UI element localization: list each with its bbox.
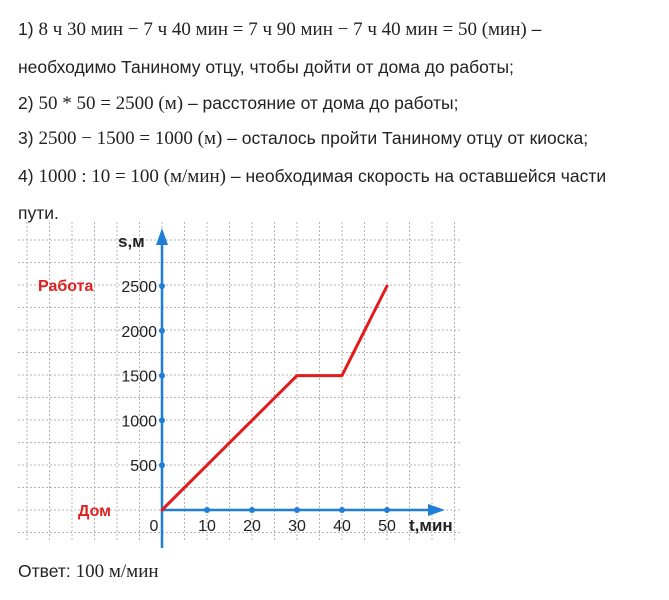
x-tick-dot [384, 507, 390, 513]
annotation-work: Работа [38, 278, 93, 295]
step-1-expression: 8 ч 30 мин − 7 ч 40 мин = 7 ч 90 мин − 7… [38, 19, 527, 40]
x-tick-label: 20 [243, 518, 261, 535]
step-1: 1) 8 ч 30 мин − 7 ч 40 мин = 7 ч 90 мин … [18, 19, 541, 40]
y-tick-dot [159, 462, 165, 469]
x-tick-label: 10 [198, 518, 216, 535]
distance-series-line [160, 284, 389, 512]
step-3: 3) 2500 − 1500 = 1000 (м) – осталось про… [18, 128, 588, 149]
answer-line: Ответ: 100 м/мин [18, 561, 159, 582]
y-axis-arrow [156, 228, 168, 245]
x-tick-label: 30 [288, 518, 306, 535]
step-3-prefix: 3) [18, 128, 39, 148]
y-tick-label: 2000 [121, 324, 157, 341]
step-2-prefix: 2) [18, 93, 39, 113]
x-axis-arrow [428, 504, 445, 516]
step-3-expression: 2500 − 1500 = 1000 (м) [38, 128, 223, 149]
step-4: 4) 1000 : 10 = 100 (м/мин) – необходимая… [18, 166, 606, 187]
answer-label: Ответ: [18, 561, 76, 581]
y-tick-label: 1000 [121, 413, 157, 430]
step-4-tail: – необходимая скорость на оставшейся час… [226, 166, 607, 186]
step-3-tail: – осталось пройти Таниному отцу от киоск… [222, 128, 589, 148]
step-4-expression: 1000 : 10 = 100 (м/мин) [38, 166, 226, 187]
x-tick-dot [204, 507, 210, 513]
y-tick-dot [159, 283, 165, 289]
x-tick-dot [339, 507, 345, 513]
y-tick-label: 1500 [121, 369, 157, 386]
step-4-continuation: пути. [18, 203, 59, 223]
step-4-prefix: 4) [18, 166, 39, 186]
step-1-continuation: необходимо Таниному отцу, чтобы дойти от… [18, 57, 514, 77]
y-axis-title: s,м [118, 232, 145, 251]
annotation-home: Дом [78, 503, 111, 520]
x-tick-label: 0 [150, 518, 159, 535]
step-1-tail: – [526, 19, 542, 39]
x-tick-dot [249, 507, 255, 513]
x-tick-label: 50 [378, 518, 396, 535]
step-2-tail: – расстояние от дома до работы; [183, 93, 459, 113]
y-tick-label: 500 [130, 458, 157, 475]
y-tick-label: 2500 [121, 279, 157, 296]
y-tick-dot [159, 417, 165, 424]
answer-value: 100 м/мин [75, 561, 159, 582]
step-2: 2) 50 * 50 = 2500 (м) – расстояние от до… [18, 93, 458, 114]
x-tick-label: 40 [333, 518, 351, 535]
step-1-prefix: 1) [18, 19, 39, 39]
step-2-expression: 50 * 50 = 2500 (м) [38, 93, 184, 114]
y-tick-dot [159, 327, 165, 334]
x-axis-title: t,мин [409, 516, 453, 535]
x-tick-dot [294, 507, 300, 513]
chart-grid [18, 222, 462, 542]
y-tick-dot [159, 372, 165, 379]
